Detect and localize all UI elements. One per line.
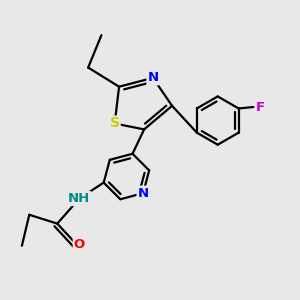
Text: N: N — [147, 71, 158, 84]
Text: S: S — [110, 116, 120, 130]
Text: F: F — [256, 100, 265, 113]
Text: N: N — [137, 187, 149, 200]
Text: NH: NH — [68, 192, 91, 205]
Text: O: O — [74, 238, 85, 251]
